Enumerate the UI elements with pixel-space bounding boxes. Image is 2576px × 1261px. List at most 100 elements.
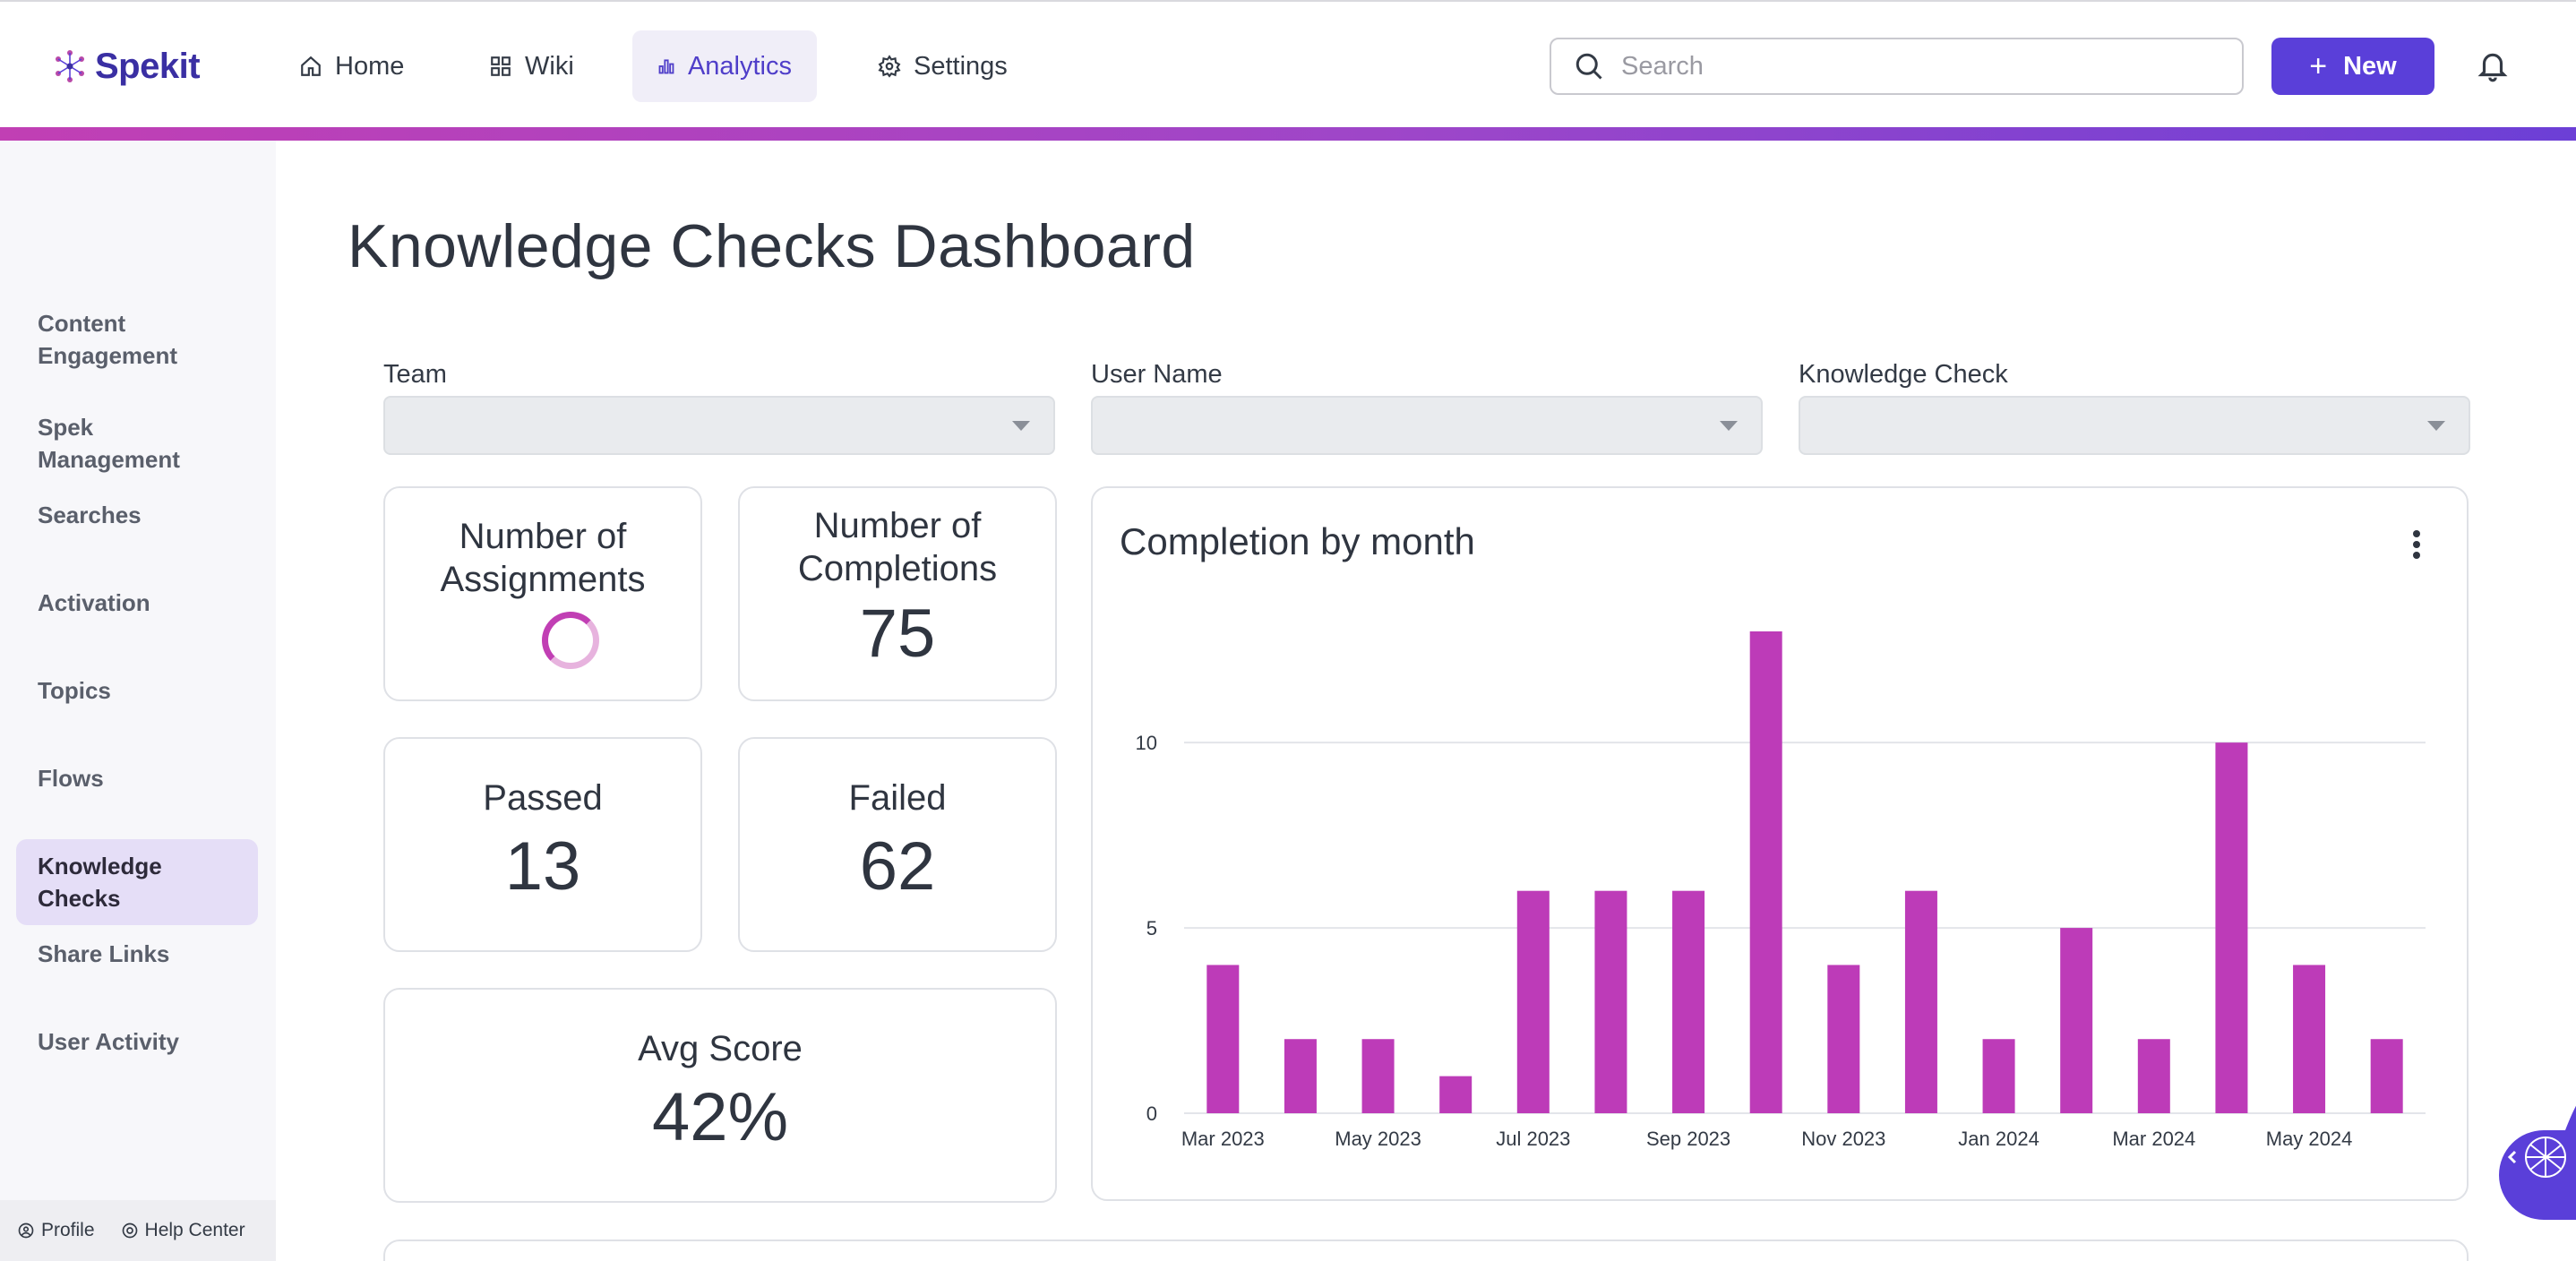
plus-icon: + — [2309, 49, 2328, 83]
home-icon — [301, 56, 321, 76]
sidebar-item-knowledge-checks[interactable]: Knowledge Checks — [16, 839, 258, 925]
team-filter-label: Team — [383, 360, 447, 389]
chart-bar — [1982, 1039, 2015, 1113]
top-navigation-bar: Spekit Home Wiki Analytics Settings + Ne… — [0, 0, 2576, 127]
help-center-label: Help Center — [144, 1220, 245, 1240]
search-icon — [1576, 53, 1602, 80]
y-tick-label: 5 — [1146, 917, 1157, 939]
completions-card: Number of Completions 75 — [738, 486, 1057, 701]
failed-value: 62 — [859, 828, 936, 905]
nav-analytics[interactable]: Analytics — [632, 30, 817, 102]
chart-bar — [1594, 890, 1627, 1113]
sidebar-item-flows[interactable]: Flows — [16, 751, 258, 805]
more-options-icon[interactable] — [2411, 529, 2422, 560]
spekit-logo[interactable]: Spekit — [52, 41, 201, 91]
chart-bar — [2060, 928, 2093, 1113]
x-tick-label: May 2024 — [2266, 1128, 2353, 1150]
spekit-logo-icon — [56, 50, 84, 82]
grid-icon — [491, 56, 511, 76]
sidebar-item-user-activity[interactable]: User Activity — [16, 1015, 258, 1068]
network-icon — [2525, 1137, 2566, 1178]
search-input[interactable] — [1621, 51, 2194, 81]
page-title: Knowledge Checks Dashboard — [348, 212, 1196, 280]
help-icon — [122, 1222, 137, 1239]
passed-label: Passed — [483, 778, 603, 818]
x-tick-label: Sep 2023 — [1646, 1128, 1730, 1150]
search-box[interactable] — [1550, 38, 2244, 95]
nav-settings-label: Settings — [914, 51, 1008, 81]
x-tick-label: Nov 2023 — [1801, 1128, 1885, 1150]
sidebar-item-label: Share Links — [38, 940, 170, 967]
completions-label: Number of Completions — [797, 506, 998, 588]
avg-score-card: Avg Score 42% — [383, 988, 1057, 1203]
x-tick-label: Mar 2024 — [2112, 1128, 2195, 1150]
chart-bar — [2293, 965, 2326, 1113]
sidebar-item-label: Flows — [38, 765, 104, 792]
additional-report-card — [383, 1240, 2469, 1261]
sidebar-item-label: Searches — [38, 502, 142, 528]
new-button-label: New — [2343, 51, 2397, 81]
notification-bell-icon[interactable] — [2476, 48, 2510, 84]
chevron-left-icon — [2507, 1150, 2517, 1164]
chart-bar — [1749, 631, 1782, 1113]
profile-icon — [18, 1222, 34, 1239]
sidebar-item-searches[interactable]: Searches — [16, 488, 258, 542]
x-tick-label: Jan 2024 — [1958, 1128, 2039, 1150]
sidebar-footer: Profile Help Center — [0, 1200, 276, 1261]
assistant-launcher[interactable] — [2490, 1077, 2576, 1238]
completion-bar-chart: 0 5 10 Mar 2023 May 2023 Jul 2023 Sep 2023 Nov … — [1136, 631, 2426, 1150]
sidebar-item-content-engagement[interactable]: Content Engagement — [16, 296, 258, 382]
help-center-link[interactable]: Help Center — [122, 1220, 245, 1241]
chart-bar — [2137, 1039, 2170, 1113]
chart-bar — [1439, 1076, 1473, 1113]
sidebar-item-share-links[interactable]: Share Links — [16, 927, 258, 981]
sidebar-item-label: Activation — [38, 589, 150, 616]
brand-name: Spekit — [95, 46, 201, 86]
chart-bar — [2215, 742, 2248, 1113]
x-tick-label: May 2023 — [1335, 1128, 1421, 1150]
new-button[interactable]: + New — [2271, 38, 2434, 95]
gear-icon — [878, 55, 901, 78]
y-tick-label: 10 — [1136, 732, 1157, 754]
team-filter-select[interactable] — [383, 396, 1055, 455]
bar-chart-icon — [658, 59, 674, 74]
failed-label: Failed — [848, 778, 947, 818]
nav-wiki[interactable]: Wiki — [464, 30, 599, 102]
user-name-filter-select[interactable] — [1091, 396, 1763, 455]
sidebar-item-label: Spek Management — [38, 414, 180, 473]
sidebar-item-spek-management[interactable]: Spek Management — [16, 400, 258, 486]
passed-card: Passed 13 — [383, 737, 702, 952]
knowledge-check-filter-label: Knowledge Check — [1799, 360, 2008, 389]
avg-score-label: Avg Score — [638, 1029, 803, 1068]
nav-wiki-label: Wiki — [525, 51, 574, 81]
sidebar-item-label: Topics — [38, 677, 111, 704]
y-tick-label: 0 — [1146, 1102, 1157, 1125]
chart-bar — [1672, 890, 1705, 1113]
chevron-down-icon — [1012, 421, 1030, 431]
chart-title: Completion by month — [1120, 520, 1475, 562]
sidebar-item-topics[interactable]: Topics — [16, 664, 258, 717]
completion-by-month-chart-card: Completion by month 0 5 10 Mar 2023 May 2023… — [1091, 486, 2469, 1201]
chart-bar — [2370, 1039, 2403, 1113]
chart-bar — [1516, 890, 1550, 1113]
chevron-down-icon — [2427, 421, 2445, 431]
profile-link[interactable]: Profile — [18, 1220, 95, 1241]
analytics-sidebar: Content Engagement Spek Management Searc… — [0, 141, 276, 1261]
sidebar-item-activation[interactable]: Activation — [16, 576, 258, 630]
knowledge-check-filter-select[interactable] — [1799, 396, 2470, 455]
sidebar-item-label: User Activity — [38, 1028, 179, 1055]
profile-label: Profile — [41, 1220, 95, 1240]
x-tick-label: Jul 2023 — [1496, 1128, 1570, 1150]
chevron-down-icon — [1720, 421, 1738, 431]
nav-analytics-label: Analytics — [687, 51, 792, 81]
sidebar-item-label: Content Engagement — [38, 310, 178, 369]
sidebar-item-label: Knowledge Checks — [38, 853, 162, 912]
nav-home[interactable]: Home — [274, 30, 429, 102]
nav-settings[interactable]: Settings — [853, 30, 1033, 102]
passed-value: 13 — [504, 828, 581, 905]
failed-card: Failed 62 — [738, 737, 1057, 952]
user-name-filter-label: User Name — [1091, 360, 1223, 389]
assignments-card: Number of Assignments — [383, 486, 702, 701]
x-tick-label: Mar 2023 — [1181, 1128, 1265, 1150]
chart-bar — [1827, 965, 1860, 1113]
